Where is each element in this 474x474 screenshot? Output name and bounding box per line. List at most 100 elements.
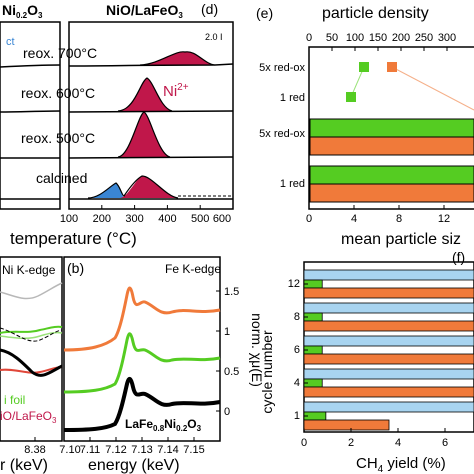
panel-e-category-lower-2: 1 red (280, 178, 305, 190)
panel-d-cut-label: ct (6, 36, 15, 48)
peak-outline-600 (117, 77, 173, 112)
panel-d-title-left: Ni0.2O3 (2, 2, 43, 20)
size-bar-1red-orange (309, 183, 474, 203)
yield-bar-orange (303, 320, 474, 332)
panel-b-x-tick-label: 7.13 (131, 444, 152, 456)
size-bar-5x-orange (309, 136, 474, 156)
panel-e-top-tick-label: 250 (415, 32, 433, 44)
panel-f-x-ticks: 024681012 (301, 428, 448, 449)
panel-e-top-axis-label: particle density (322, 5, 429, 22)
panel-e-legend-fragment: L (458, 168, 466, 184)
panel-e: (e) particle density 0 50 100 150 200 250 300 … (256, 5, 474, 248)
panel-a-x-axis-label: r (keV) (0, 457, 48, 474)
panel-a-legend-foil: i foil (4, 393, 25, 407)
panel-e-x-axis-label: mean particle siz (341, 231, 461, 248)
panel-e-category-upper-1: 5x red-ox (259, 62, 305, 74)
panel-b-x-axis-label: energy (keV) (88, 457, 180, 474)
panel-b-orange-curve (63, 286, 221, 352)
panel-d-title-right: NiO/LaFeO3 (106, 2, 183, 20)
density-marker-1red-green (346, 92, 356, 102)
panel-e-bottom-tick-label: 8 (396, 213, 402, 225)
panel-e-top-tick-label: 150 (369, 32, 387, 44)
yield-bar-orange (303, 353, 474, 365)
panel-a-frame (0, 256, 63, 442)
panel-a-black-curve (0, 348, 63, 377)
panel-e-top-tick-label: 0 (306, 32, 312, 44)
panel-d-frame-left (0, 21, 61, 210)
panel-f-category-label: 1 (294, 410, 300, 422)
panel-b-y-axis-label: norm. χμ(E) (249, 313, 265, 387)
panel-b-y-tick-label: 1 (224, 326, 230, 338)
yield-bar-blue (303, 302, 474, 314)
peak-outline-500 (117, 111, 171, 158)
panel-e-bottom-tick-label: 0 (306, 213, 312, 225)
panel-b-title: Fe K-edge (165, 262, 221, 276)
peak-fill-calcined-red (120, 176, 178, 198)
panel-e-label: (e) (256, 5, 273, 21)
panel-b-green-curve (63, 332, 221, 394)
panel-f-x-axis-label: CH4 yield (%) (356, 455, 446, 474)
panel-d-x-ticks: 100 200 300 400 500 600 (60, 205, 234, 225)
series-label-reox-700: reox. 700°C (23, 45, 97, 61)
panel-b-sample-label: LaFe0.8Ni0.2O3 (125, 417, 202, 433)
panel-d-x-axis-label: temperature (°C) (10, 229, 137, 248)
peak-fill-500 (118, 112, 170, 157)
panel-b-x-tick-label: 7.11 (80, 444, 101, 456)
panel-a-legend-nio: iO/LaFeO3 (0, 409, 57, 425)
peak-outline-calcined (87, 175, 179, 199)
baseline-500-right (68, 156, 234, 159)
panel-f-bars: 12 8 6 4 1 (288, 269, 474, 431)
panel-b-y-ticks: 0 0.5 1 1.5 (216, 286, 239, 418)
panel-e-frame (308, 46, 474, 210)
panel-b-y-tick-label: 0 (224, 406, 230, 418)
panel-a-green-curve-2 (0, 331, 63, 340)
panel-e-category-upper-2: 1 red (280, 92, 305, 104)
panel-d-scale-label: 2.0 I (205, 32, 223, 42)
yield-bar-blue (303, 335, 474, 347)
size-bar-5x-green (309, 118, 474, 138)
panel-d-tick-label: 400 (158, 213, 176, 225)
density-marker-5x-orange (387, 62, 397, 72)
panel-b-x-ticks: 7.107.11 7.12 7.13 7.14 7.15 (59, 437, 221, 456)
panel-d: Ni0.2O3 NiO/LaFeO3 (d) 2.0 I ct reox. 70… (0, 1, 234, 248)
panel-b-x-tick-label: 7.10 (59, 444, 80, 456)
panel-b-y-tick-label: 1.5 (224, 286, 239, 298)
baseline-700-left (0, 64, 61, 68)
panel-f-y-axis-label: cycle number (259, 330, 275, 414)
yield-bar-blue (303, 368, 474, 380)
panel-b-label: (b) (67, 260, 84, 276)
yield-bar-orange (303, 419, 390, 431)
density-marker-5x-green (359, 62, 369, 72)
panel-b: (b) Fe K-edge LaFe0.8Ni0.2O3 7.107.11 7.1… (59, 256, 265, 474)
panel-d-frame-right (68, 21, 234, 210)
peak-outline-700 (139, 51, 216, 66)
panel-e-top-tick-label: 50 (326, 32, 338, 44)
panel-b-x-tick-label: 7.15 (183, 444, 204, 456)
peak-fill-600 (118, 78, 172, 111)
panel-e-bottom-tick-label: 4 (351, 213, 357, 225)
panel-b-x-tick-label: 7.12 (105, 444, 126, 456)
panel-f-category-label: 6 (294, 344, 300, 356)
panel-a-green-curve-1 (0, 325, 63, 334)
panel-e-top-ticks: 0 50 100 150 200 250 300 (306, 32, 456, 51)
panel-e-bottom-ticks: 0 4 8 12 (306, 205, 450, 225)
series-label-reox-500: reox. 500°C (21, 130, 95, 146)
panel-a: Ni K-edge i foil iO/LaFeO3 8.38 r (keV) (0, 256, 63, 474)
panel-f-category-label: 8 (294, 311, 300, 323)
panel-b-x-tick-label: 7.14 (157, 444, 178, 456)
ni2-label: Ni2+ (163, 82, 189, 100)
panel-d-tick-label: 300 (125, 213, 143, 225)
baseline-700-right (68, 63, 234, 67)
panel-e-top-tick-label: 200 (392, 32, 410, 44)
panel-e-top-tick-label: 100 (346, 32, 364, 44)
density-connector-orange (391, 66, 474, 111)
series-label-calcined: calcined (36, 170, 87, 186)
yield-bar-orange (303, 287, 474, 299)
yield-bar-orange (303, 386, 474, 398)
baseline-600-left (0, 110, 61, 113)
panel-d-tick-label: 600 (213, 213, 231, 225)
panel-b-black-curve (63, 377, 221, 432)
panel-f-category-label: 12 (288, 278, 300, 290)
